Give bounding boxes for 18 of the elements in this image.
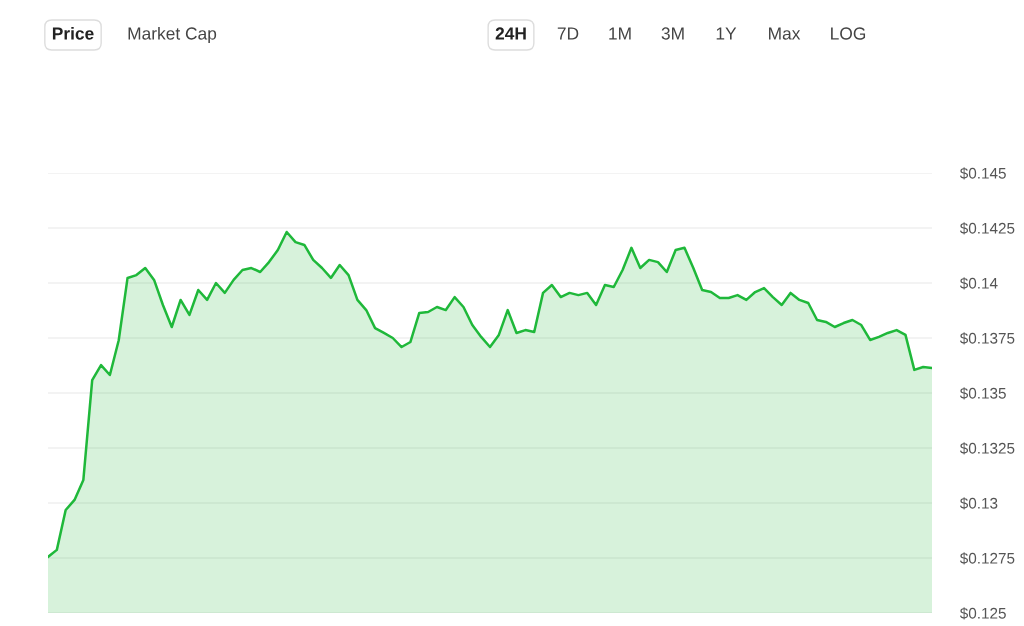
y-tick-label: $0.145 bbox=[959, 167, 1006, 180]
text: 3M bbox=[661, 27, 684, 40]
text: Max bbox=[769, 27, 801, 40]
y-tick-label: $0.1375 bbox=[959, 332, 1015, 345]
text: 1Y bbox=[716, 27, 737, 40]
text: Market Cap bbox=[128, 26, 217, 44]
text: 1M bbox=[609, 27, 631, 40]
text: LOG bbox=[831, 27, 866, 40]
y-tick-label: $0.1275 bbox=[959, 552, 1015, 565]
y-tick-label: $0.1325 bbox=[959, 442, 1015, 455]
y-tick-label: $0.125 bbox=[959, 607, 1006, 620]
y-tick-label: $0.135 bbox=[959, 387, 1006, 400]
text: 7D bbox=[557, 27, 579, 40]
y-tick-label: $0.13 bbox=[959, 497, 998, 510]
y-tick-label: $0.14 bbox=[959, 277, 998, 290]
text: Price bbox=[52, 26, 94, 40]
text: 24H bbox=[495, 27, 526, 40]
y-tick-label: $0.1425 bbox=[959, 222, 1015, 235]
